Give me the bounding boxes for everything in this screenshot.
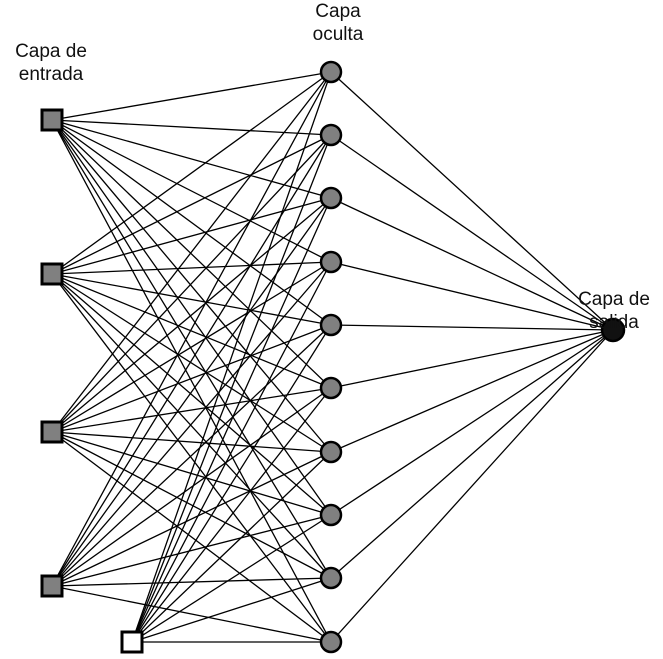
hidden-node [319,186,343,210]
edge-hidden-output [330,329,614,579]
hidden-layer-label-line2: oculta [312,24,364,45]
bias-node [120,630,144,654]
input-node [40,262,64,286]
edge-bias-hidden [131,324,332,643]
edge-hidden-output [330,329,614,389]
edge-input-hidden [51,119,332,199]
hidden-layer-label-line1: Capa [315,1,361,22]
edge-input-hidden [51,134,332,587]
edge-input-hidden [51,71,332,587]
edge-input-hidden [51,324,332,587]
hidden-node [319,376,343,400]
hidden-node [319,630,343,654]
edge-input-hidden [51,387,332,587]
input-node [40,108,64,132]
edge-bias-hidden [131,71,332,643]
edge-hidden-output [330,71,614,331]
edge-bias-hidden [131,261,332,643]
edge-bias-hidden [131,514,332,643]
input-layer-label-line1: Capa de [15,41,87,62]
edge-input-hidden [51,261,332,587]
edge-input-hidden [51,261,332,433]
hidden-layer-label: Capa oculta [283,0,393,46]
edge-input-hidden [51,324,332,433]
edge-input-hidden [51,514,332,587]
edge-input-hidden [51,119,332,263]
edge-input-hidden [51,71,332,275]
edge-hidden-output [330,197,614,331]
edge-input-hidden [51,197,332,275]
hidden-node [319,440,343,464]
edge-input-hidden [51,119,332,643]
output-node [600,317,626,343]
edge-input-hidden [51,431,332,643]
edge-input-hidden [51,71,332,121]
edge-input-hidden [51,577,332,587]
edge-hidden-output [330,324,614,331]
input-layer-label: Capa de entrada [0,40,102,86]
hidden-node [319,250,343,274]
nodes [40,60,626,654]
edge-input-hidden [51,451,332,587]
output-layer-label-line2: salida [589,312,639,333]
edge-input-hidden [51,387,332,433]
edge-hidden-output [330,329,614,453]
hidden-node [319,123,343,147]
hidden-node [319,503,343,527]
edge-bias-hidden [131,387,332,643]
output-layer-label-line1: Capa de [578,289,650,310]
edge-input-hidden [51,431,332,579]
connections [51,71,614,643]
hidden-node [319,313,343,337]
edge-bias-hidden [131,451,332,643]
input-node [40,420,64,444]
edge-hidden-output [330,261,614,331]
hidden-node [319,566,343,590]
edge-input-hidden [51,197,332,587]
edge-bias-hidden [131,134,332,643]
input-node [40,574,64,598]
edge-input-hidden [51,119,332,136]
edge-input-hidden [51,585,332,643]
edge-input-hidden [51,431,332,453]
edge-bias-hidden [131,197,332,643]
hidden-node [319,60,343,84]
edge-bias-hidden [131,577,332,643]
edge-input-hidden [51,71,332,433]
edge-input-hidden [51,273,332,643]
edge-input-hidden [51,261,332,275]
edge-input-hidden [51,134,332,433]
output-layer-label: Capa de salida [565,288,663,334]
input-layer-label-line2: entrada [18,64,84,85]
edge-hidden-output [330,329,614,643]
edge-hidden-output [330,329,614,516]
edge-input-hidden [51,273,332,453]
edge-hidden-output [330,134,614,331]
edge-input-hidden [51,197,332,433]
edge-input-hidden [51,119,332,326]
edge-input-hidden [51,119,332,453]
